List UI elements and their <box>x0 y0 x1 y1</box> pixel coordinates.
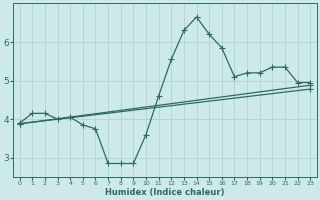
X-axis label: Humidex (Indice chaleur): Humidex (Indice chaleur) <box>105 188 225 197</box>
